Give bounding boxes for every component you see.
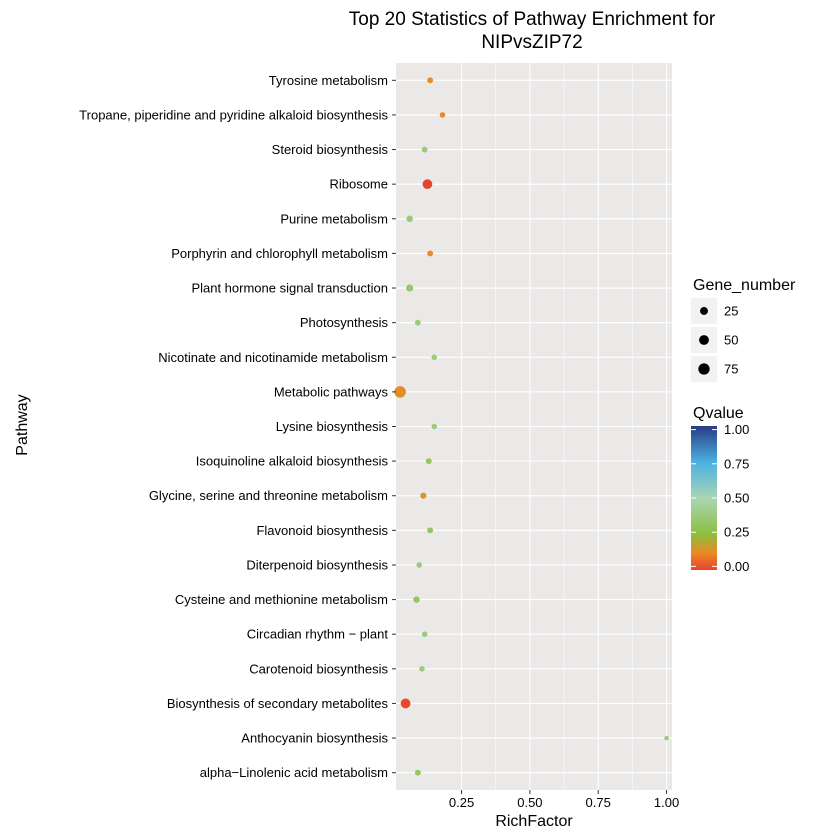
- data-point: [406, 215, 413, 223]
- y-tick-label: alpha−Linolenic acid metabolism: [200, 765, 388, 780]
- data-point: [406, 284, 414, 292]
- legend-qvalue-label: 0.75: [724, 456, 749, 471]
- data-point: [664, 735, 669, 741]
- y-tick-label: Photosynthesis: [300, 315, 389, 330]
- y-tick-label: Glycine, serine and threonine metabolism: [149, 488, 388, 503]
- data-point: [431, 423, 438, 430]
- data-point: [394, 386, 406, 398]
- legend-size-dot: [699, 335, 709, 345]
- data-point: [420, 492, 427, 499]
- chart-title-line-2: NIPvsZIP72: [481, 32, 582, 53]
- x-tick-label: 1.00: [654, 795, 679, 810]
- y-tick-label: Anthocyanin biosynthesis: [241, 731, 388, 746]
- y-tick-label: Metabolic pathways: [274, 384, 389, 399]
- y-axis: Tyrosine metabolism Tropane, piperidine a…: [79, 73, 396, 780]
- data-point: [427, 250, 434, 257]
- legend-size-dot: [700, 307, 708, 315]
- x-tick-label: 0.50: [517, 795, 542, 810]
- legend-qvalue-title: Qvalue: [693, 405, 744, 422]
- legend-size-label: 50: [724, 333, 738, 348]
- data-point: [416, 562, 422, 568]
- y-tick-label: Ribosome: [329, 177, 388, 192]
- chart-title-line-1: Top 20 Statistics of Pathway Enrichment …: [349, 9, 716, 30]
- y-tick-label: Diterpenoid biosynthesis: [246, 557, 388, 572]
- y-tick-label: Purine metabolism: [280, 211, 388, 226]
- y-axis-title: Pathway: [14, 394, 31, 455]
- y-tick-label: Porphyrin and chlorophyll metabolism: [171, 246, 388, 261]
- y-tick-label: Isoquinoline alkaloid biosynthesis: [196, 454, 389, 469]
- y-tick-label: Lysine biosynthesis: [276, 419, 389, 434]
- y-tick-label: Tyrosine metabolism: [269, 73, 388, 88]
- legend-gene-number-title: Gene_number: [693, 277, 796, 294]
- chart-title: Top 20 Statistics of Pathway Enrichment …: [349, 9, 716, 53]
- data-point: [419, 666, 425, 672]
- data-point: [427, 527, 434, 534]
- data-points: [394, 77, 669, 776]
- legend-qvalue-label: 0.50: [724, 491, 749, 506]
- x-axis-title: RichFactor: [495, 813, 573, 830]
- data-point: [413, 596, 420, 603]
- x-axis: 0.25 0.50 0.75 1.00: [449, 790, 679, 810]
- legend-qvalue-label: 0.25: [724, 525, 749, 540]
- y-tick-label: Tropane, piperidine and pyridine alkaloi…: [79, 107, 388, 122]
- legend-size-label: 75: [724, 362, 738, 377]
- y-tick-label: Plant hormone signal transduction: [191, 281, 388, 296]
- y-tick-label: Circadian rhythm − plant: [247, 627, 389, 642]
- legend-qvalue: Qvalue 0.00 0.25 0.50 0.75 1.00: [691, 405, 749, 574]
- data-point: [421, 631, 428, 637]
- y-tick-label: Flavonoid biosynthesis: [256, 523, 388, 538]
- y-tick-label: Biosynthesis of secondary metabolites: [167, 696, 389, 711]
- y-tick-label: Nicotinate and nicotinamide metabolism: [158, 350, 388, 365]
- y-tick-label: Steroid biosynthesis: [272, 142, 389, 157]
- data-point: [414, 769, 421, 776]
- data-point: [439, 112, 446, 118]
- legend-gene-number: Gene_number 25 50 75: [691, 277, 796, 382]
- legend-size-label: 25: [724, 304, 738, 319]
- y-tick-label: Cysteine and methionine metabolism: [175, 592, 388, 607]
- legend-qvalue-label: 1.00: [724, 422, 749, 437]
- data-point: [431, 354, 438, 361]
- data-point: [400, 698, 411, 709]
- y-tick-label: Carotenoid biosynthesis: [249, 661, 388, 676]
- legend-qvalue-label: 0.00: [724, 559, 749, 574]
- data-point: [421, 146, 428, 153]
- data-point: [422, 179, 433, 190]
- data-point: [427, 77, 434, 84]
- legend-size-dot: [698, 363, 710, 375]
- x-tick-label: 0.25: [449, 795, 474, 810]
- data-point: [425, 458, 432, 465]
- data-point: [414, 319, 421, 326]
- x-tick-label: 0.75: [586, 795, 611, 810]
